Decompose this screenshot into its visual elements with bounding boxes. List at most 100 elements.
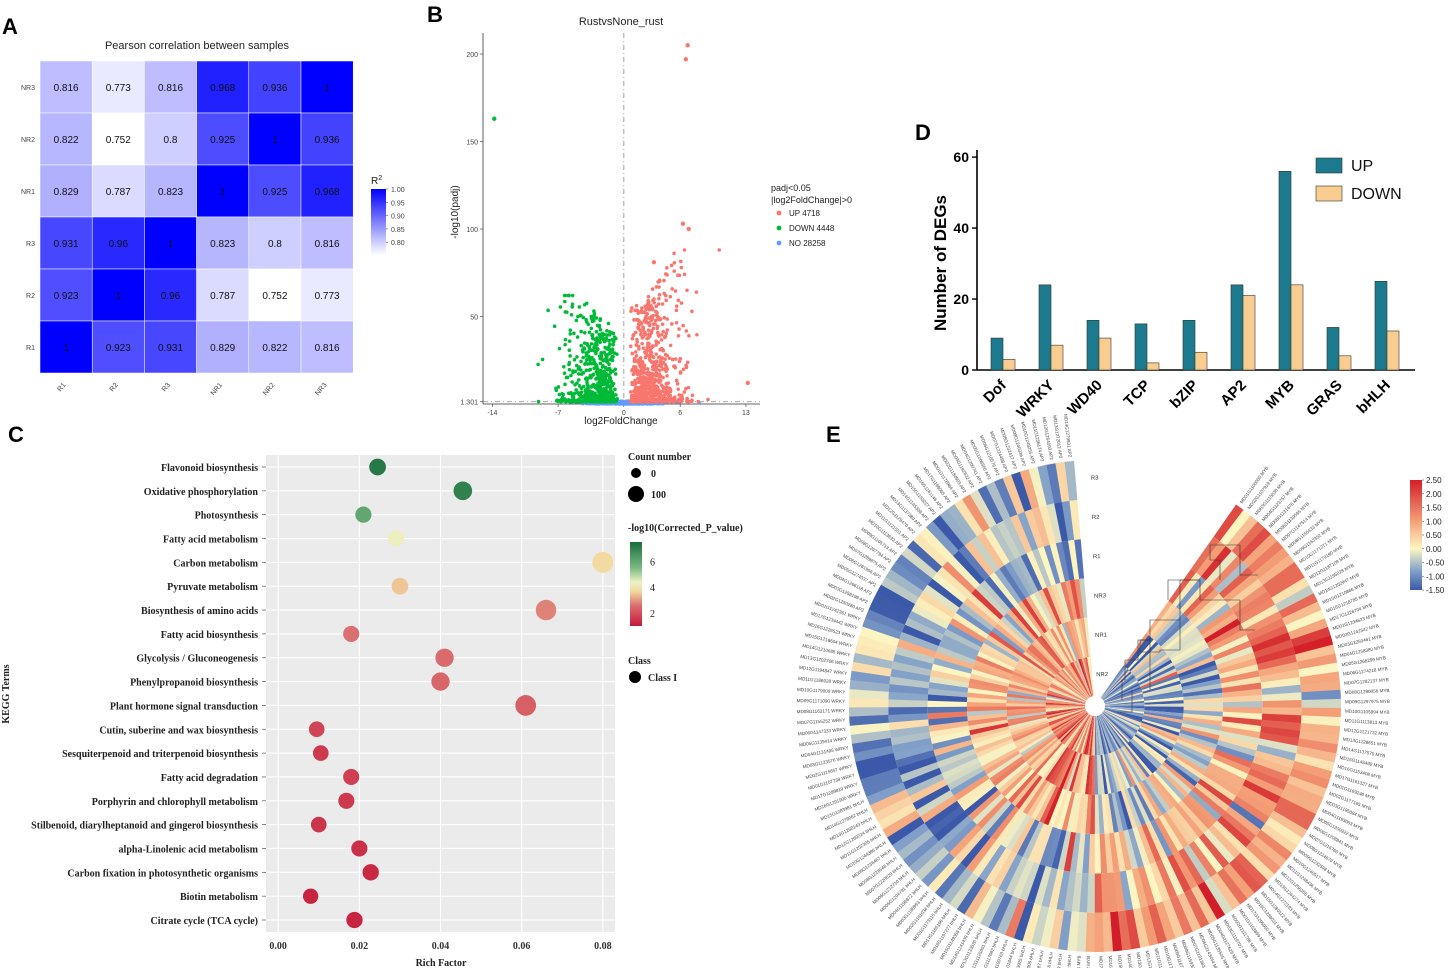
volcano-point-up bbox=[666, 390, 671, 395]
circular-heatmap-cell bbox=[989, 572, 1019, 607]
circular-heatmap-cell bbox=[849, 706, 889, 717]
volcano-point-down bbox=[552, 324, 557, 329]
circular-heatmap-cell bbox=[1048, 869, 1064, 910]
volcano-point-down bbox=[590, 384, 594, 388]
bar-category-label: MYB bbox=[1262, 377, 1298, 413]
circular-heatmap-cell bbox=[1046, 708, 1086, 719]
circular-heatmap-cell bbox=[1041, 867, 1058, 908]
volcano-point-up bbox=[657, 380, 661, 385]
bar-down bbox=[1242, 295, 1256, 371]
circular-heatmap-cell bbox=[988, 892, 1013, 932]
circular-heatmap-cell bbox=[973, 659, 1013, 678]
bar-down bbox=[1290, 284, 1304, 371]
circular-heatmap-cell bbox=[1035, 784, 1057, 822]
circular-heatmap-cell bbox=[1104, 688, 1142, 703]
volcano-point-up bbox=[663, 357, 667, 361]
circular-heatmap-cell bbox=[851, 737, 893, 753]
heatmap-cell bbox=[144, 60, 197, 114]
circular-heatmap-cell bbox=[947, 555, 981, 589]
circular-heatmap-cell bbox=[1039, 744, 1066, 778]
circular-heatmap-cell bbox=[1104, 706, 1145, 712]
circular-heatmap-gene-label: MD08G1163171 WRKY bbox=[797, 708, 846, 714]
circular-heatmap-cell bbox=[1126, 637, 1154, 670]
circular-heatmap-cell bbox=[967, 709, 1007, 717]
circular-heatmap-cell bbox=[1101, 713, 1129, 744]
circular-heatmap-ring-label: R3 bbox=[1091, 476, 1099, 482]
circular-heatmap-cell bbox=[954, 498, 984, 537]
volcano-point-down bbox=[579, 372, 584, 376]
volcano-point-down bbox=[610, 358, 615, 363]
circular-heatmap-cell bbox=[1126, 787, 1146, 826]
circular-heatmap-cell bbox=[1103, 681, 1139, 702]
circular-heatmap-cell bbox=[1087, 715, 1094, 756]
circular-heatmap-cell bbox=[1075, 912, 1088, 952]
circular-heatmap-gene-label: MD16G1222654 MYB bbox=[1108, 955, 1115, 968]
circular-heatmap-cell bbox=[924, 800, 961, 830]
kegg-term-dot bbox=[453, 481, 473, 501]
volcano-point-down bbox=[565, 398, 570, 403]
volcano-point-down bbox=[579, 313, 583, 318]
circular-heatmap-cell bbox=[967, 687, 1008, 697]
circular-heatmap-cell bbox=[1071, 753, 1085, 793]
circular-heatmap-cell bbox=[1276, 796, 1316, 823]
volcano-point-up bbox=[641, 326, 646, 330]
circular-heatmap-cell bbox=[1131, 867, 1149, 908]
volcano-point-up bbox=[674, 320, 679, 325]
kegg-term-dot bbox=[535, 599, 557, 621]
dendrogram-branch bbox=[1175, 620, 1181, 651]
volcano-point-down bbox=[583, 392, 588, 397]
circular-heatmap-cell bbox=[1152, 771, 1182, 804]
volcano-point-down bbox=[584, 368, 589, 373]
volcano-point-up bbox=[650, 385, 655, 389]
volcano-point-up bbox=[654, 384, 659, 388]
volcano-point-down bbox=[589, 342, 594, 346]
circular-heatmap-cell bbox=[972, 840, 1001, 877]
circular-heatmap-cell bbox=[927, 857, 961, 893]
circular-heatmap-cell bbox=[1025, 736, 1058, 765]
circular-heatmap-cell bbox=[1061, 540, 1075, 581]
circular-heatmap-cell bbox=[1104, 691, 1143, 704]
volcano-point-up bbox=[640, 306, 644, 310]
circular-heatmap-cell bbox=[849, 714, 889, 726]
volcano-point-up bbox=[660, 322, 665, 327]
volcano-point-up bbox=[630, 336, 635, 341]
circular-heatmap-cell bbox=[1182, 688, 1223, 698]
circular-heatmap-cell bbox=[1006, 703, 1046, 707]
volcano-point-down bbox=[605, 328, 609, 333]
circular-heatmap-cell bbox=[1007, 689, 1047, 699]
bar-legend-label-up: UP bbox=[1351, 158, 1373, 175]
circular-heatmap-cell bbox=[1075, 833, 1086, 873]
circular-heatmap-cell bbox=[1060, 713, 1089, 743]
volcano-point-up bbox=[632, 396, 637, 401]
volcano-point-down bbox=[572, 357, 577, 362]
circular-heatmap-cell bbox=[1111, 792, 1124, 832]
circular-heatmap-cell bbox=[1127, 828, 1144, 868]
circular-heatmap-cell bbox=[1099, 833, 1108, 874]
heatmap-cell-value: 0.936 bbox=[315, 135, 340, 146]
circular-heatmap-cell bbox=[1285, 609, 1326, 633]
heatmap-col-label: NR1 bbox=[210, 382, 224, 397]
circular-heatmap-cell bbox=[1088, 755, 1094, 795]
circular-heatmap-cell bbox=[953, 550, 985, 585]
volcano-point-up bbox=[658, 374, 662, 378]
circular-heatmap-cell bbox=[1065, 665, 1090, 699]
circular-heatmap-cell bbox=[905, 773, 945, 797]
circular-heatmap-cell bbox=[1034, 742, 1063, 774]
circular-heatmap-cell bbox=[1144, 703, 1184, 707]
heatmap-row-label: R2 bbox=[26, 293, 35, 300]
circular-heatmap-cell bbox=[967, 706, 1007, 712]
circular-heatmap-cell bbox=[1055, 541, 1070, 582]
circular-heatmap-cell bbox=[865, 608, 906, 632]
kegg-term-label: Stilbenoid, diarylheptanoid and gingerol… bbox=[31, 821, 258, 832]
panel-label-d: D bbox=[915, 120, 931, 145]
circular-heatmap-cell bbox=[1219, 730, 1260, 745]
heatmap-cell bbox=[196, 268, 250, 322]
circular-heatmap-cell bbox=[1121, 746, 1145, 782]
heatmap-cell bbox=[248, 320, 302, 374]
volcano-point-down bbox=[599, 390, 604, 394]
volcano-point-up bbox=[647, 383, 651, 388]
volcano-point-up bbox=[651, 361, 656, 366]
volcano-point-down bbox=[608, 371, 613, 375]
circular-heatmap-cell bbox=[1298, 662, 1339, 678]
volcano-point-up bbox=[665, 266, 669, 270]
